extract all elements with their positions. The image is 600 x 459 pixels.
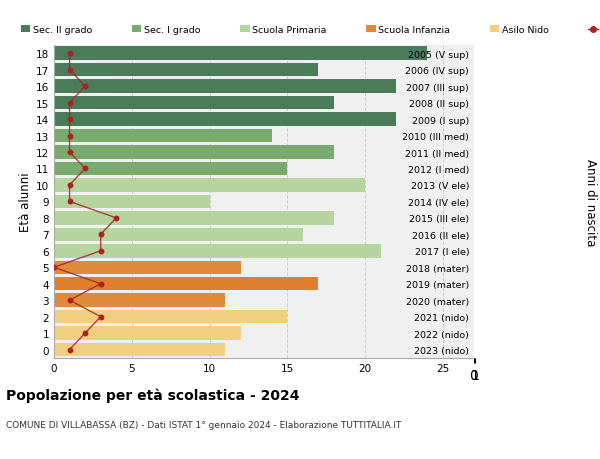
Bar (54, 80, 396, 94)
Point (65, 100, 74, 107)
Point (112, 215, 121, 222)
Bar (54, 228, 303, 241)
Bar (54, 310, 287, 324)
Bar (54, 245, 380, 258)
Point (65, 116, 74, 123)
Point (96, 280, 106, 288)
Text: COMUNE DI VILLABASSA (BZ) - Dati ISTAT 1° gennaio 2024 - Elaborazione TUTTITALIA: COMUNE DI VILLABASSA (BZ) - Dati ISTAT 1… (6, 420, 401, 429)
Point (80, 165, 90, 173)
Bar (54, 129, 272, 143)
Bar (54, 294, 225, 307)
Legend: Sec. II grado, Sec. I grado, Scuola Primaria, Scuola Infanzia, Asilo Nido, Stran: Sec. II grado, Sec. I grado, Scuola Prim… (21, 26, 600, 35)
Y-axis label: Età alunni: Età alunni (19, 172, 32, 232)
Text: Popolazione per età scolastica - 2024: Popolazione per età scolastica - 2024 (6, 388, 299, 403)
Point (96, 247, 106, 255)
Bar (54, 277, 319, 291)
Point (65, 182, 74, 189)
Bar (54, 47, 427, 61)
Point (80, 330, 90, 337)
Point (65, 67, 74, 74)
Bar (54, 195, 209, 209)
Bar (54, 64, 319, 77)
Bar (54, 113, 396, 127)
Bar (54, 212, 334, 225)
Text: Anni di nascita: Anni di nascita (584, 158, 597, 246)
Point (65, 133, 74, 140)
Bar (54, 327, 241, 340)
Bar (54, 179, 365, 192)
Point (65, 198, 74, 206)
Point (80, 83, 90, 90)
Bar (54, 261, 241, 274)
Point (65, 297, 74, 304)
Point (65, 149, 74, 157)
Point (96, 313, 106, 321)
Point (96, 231, 106, 239)
Point (65, 50, 74, 58)
Bar (54, 162, 287, 176)
Point (49, 264, 59, 271)
Bar (54, 146, 334, 159)
Bar (54, 97, 334, 110)
Bar (54, 343, 225, 357)
Point (65, 346, 74, 353)
